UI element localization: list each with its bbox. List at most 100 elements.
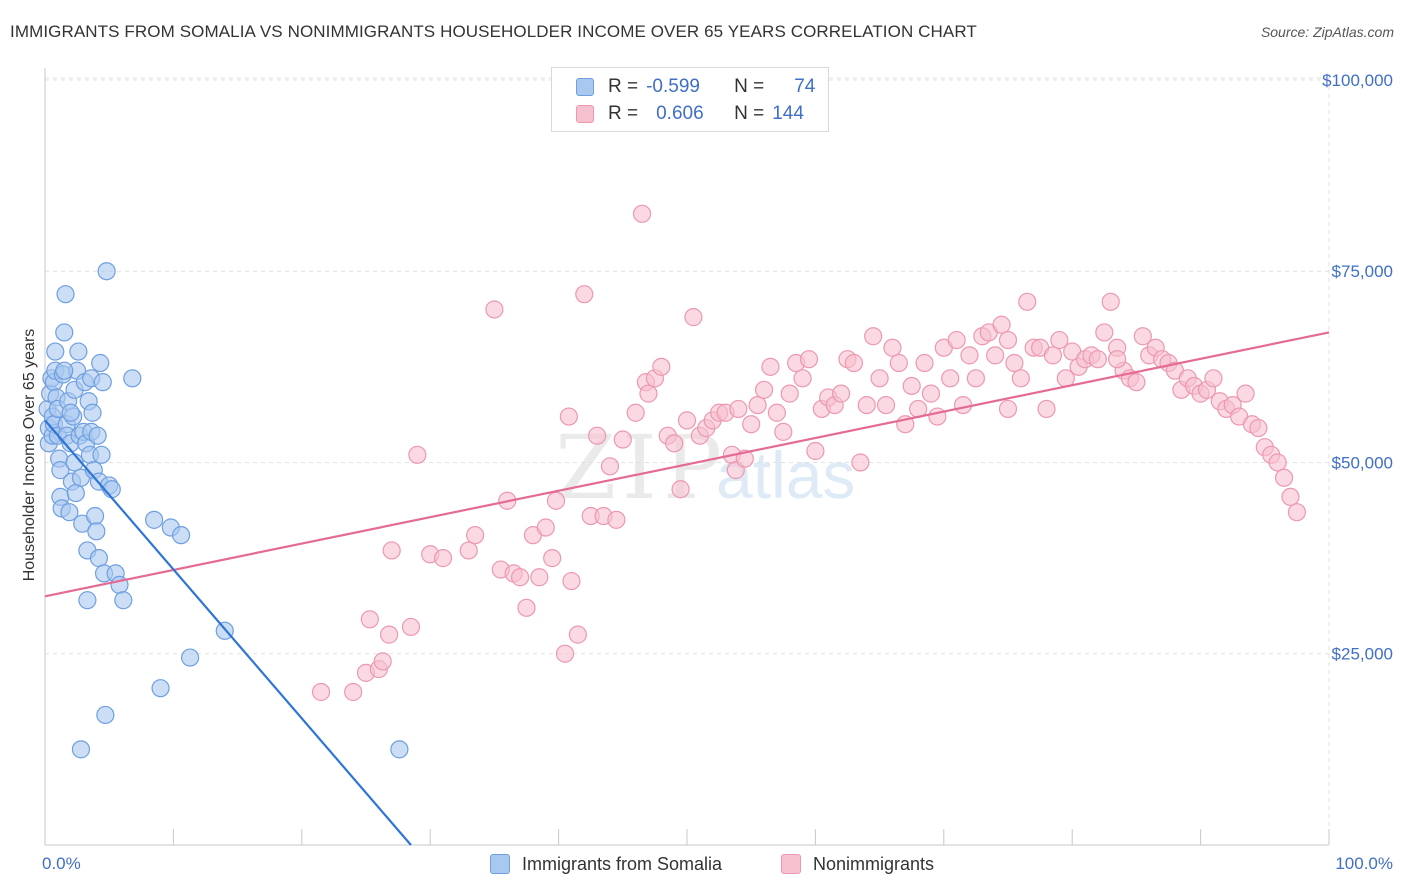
nonimmigrants-point xyxy=(902,376,921,396)
nonimmigrants-point xyxy=(883,338,902,357)
nonimmigrants-point xyxy=(568,625,587,644)
y-tick-label: $100,000 xyxy=(1322,71,1393,90)
nonimmigrants-point xyxy=(857,395,876,415)
nonimmigrants-point xyxy=(607,510,626,529)
somalia-point xyxy=(92,445,111,464)
nonimmigrants-point xyxy=(652,357,671,376)
nonimmigrants-point xyxy=(555,644,575,663)
nonimmigrants-point xyxy=(1108,350,1127,369)
somalia-point xyxy=(78,591,97,610)
nonimmigrants-point xyxy=(998,399,1018,419)
somalia-point xyxy=(71,740,91,759)
nonimmigrants-point xyxy=(360,610,379,629)
nonimmigrants-legend-label: Nonimmigrants xyxy=(813,853,935,874)
nonimmigrants-point xyxy=(960,346,979,365)
somalia-point xyxy=(151,679,170,698)
nonimmigrants-point xyxy=(1018,292,1037,311)
nonimmigrants-point xyxy=(915,353,934,373)
nonimmigrants-point xyxy=(1133,327,1152,346)
nonimmigrants-point xyxy=(466,526,485,545)
legend-n-label: N = xyxy=(734,76,765,97)
nonimmigrants-point xyxy=(953,395,973,415)
nonimmigrants-point xyxy=(665,434,684,453)
somalia-point xyxy=(91,353,110,373)
nonimmigrants-point xyxy=(1011,369,1030,388)
somalia-point xyxy=(93,373,112,392)
x-tick-label-min: 0.0% xyxy=(42,854,81,873)
nonimmigrants-point xyxy=(870,369,889,388)
bottom-legend-nonimmigrants: Nonimmigrants xyxy=(781,852,934,876)
y-tick-label: $25,000 xyxy=(1332,645,1393,664)
nonimmigrants-point xyxy=(459,541,478,560)
nonimmigrants-point xyxy=(562,571,581,591)
nonimmigrants-point xyxy=(806,441,825,461)
legend-r-label: R = xyxy=(608,103,639,124)
somalia-point xyxy=(390,740,409,759)
somalia-point xyxy=(102,480,121,499)
nonimmigrants-point xyxy=(1268,453,1287,472)
nonimmigrants-point xyxy=(536,518,555,537)
nonimmigrants-point xyxy=(1005,353,1024,373)
nonimmigrants-point xyxy=(1050,330,1069,350)
nonimmigrants-point xyxy=(998,330,1018,350)
nonimmigrants-point xyxy=(748,395,767,415)
nonimmigrants-point xyxy=(742,415,761,434)
somalia-point xyxy=(55,323,74,342)
bottom-legend-somalia: Immigrants from Somalia xyxy=(490,852,722,876)
nonimmigrants-point xyxy=(921,384,941,403)
somalia-point xyxy=(85,506,105,526)
somalia-point xyxy=(114,591,133,610)
nonimmigrants-point xyxy=(382,541,401,560)
nonimmigrants-point xyxy=(1249,418,1268,438)
nonimmigrants-trend-line xyxy=(44,331,1330,598)
somalia-point xyxy=(61,403,80,422)
nonimmigrants-point xyxy=(876,395,896,415)
somalia-point xyxy=(83,403,102,422)
nonimmigrants-point xyxy=(485,300,504,319)
nonimmigrants-point xyxy=(941,369,960,388)
legend-n-label: N = xyxy=(734,103,765,124)
legend-r-label: R = xyxy=(608,76,639,97)
nonimmigrants-point xyxy=(799,350,819,369)
nonimmigrants-point xyxy=(966,369,986,388)
nonimmigrants-point xyxy=(889,353,908,373)
nonimmigrants-point xyxy=(510,568,530,587)
nonimmigrants-point xyxy=(1037,399,1056,419)
somalia-point xyxy=(89,549,109,568)
somalia-swatch xyxy=(490,854,510,874)
legend-r-value: 0.606 xyxy=(656,103,704,124)
source-note: Source: ZipAtlas.com xyxy=(1260,24,1394,40)
nonimmigrants-point xyxy=(1101,292,1120,311)
nonimmigrants-point xyxy=(1274,468,1294,487)
x-tick-label-max: 100.0% xyxy=(1335,854,1393,873)
nonimmigrants-point xyxy=(543,549,562,568)
nonimmigrants-point xyxy=(1204,369,1223,388)
nonimmigrants-point xyxy=(1088,350,1107,369)
nonimmigrants-point xyxy=(992,315,1011,334)
somalia-point xyxy=(55,361,74,380)
somalia-legend-label: Immigrants from Somalia xyxy=(522,853,723,874)
nonimmigrants-point xyxy=(1127,373,1146,392)
somalia-point xyxy=(96,705,115,725)
nonimmigrants-point xyxy=(626,403,645,422)
nonimmigrants-point xyxy=(575,285,594,304)
nonimmigrants-point xyxy=(373,652,392,671)
somalia-point xyxy=(87,522,106,541)
nonimmigrants-point xyxy=(774,422,793,441)
nonimmigrants-point xyxy=(844,353,864,373)
somalia-point xyxy=(123,369,142,388)
nonimmigrants-point xyxy=(1236,384,1255,403)
somalia-point xyxy=(88,426,107,445)
nonimmigrants-point xyxy=(1281,487,1300,507)
trend-lines xyxy=(44,331,1330,846)
nonimmigrants-point xyxy=(793,369,812,388)
nonimmigrants-point xyxy=(600,457,620,476)
y-tick-labels: $25,000 $50,000 $75,000 $100,000 xyxy=(1322,71,1393,664)
nonimmigrants-point xyxy=(1043,346,1063,365)
nonimmigrants-point xyxy=(559,407,578,426)
somalia-trend-line xyxy=(44,419,412,846)
nonimmigrants-point xyxy=(311,682,331,702)
somalia-point xyxy=(145,510,164,529)
nonimmigrants-point xyxy=(613,430,632,449)
legend-row-nonimmigrants: R = 0.606 N = 144 xyxy=(576,102,804,126)
